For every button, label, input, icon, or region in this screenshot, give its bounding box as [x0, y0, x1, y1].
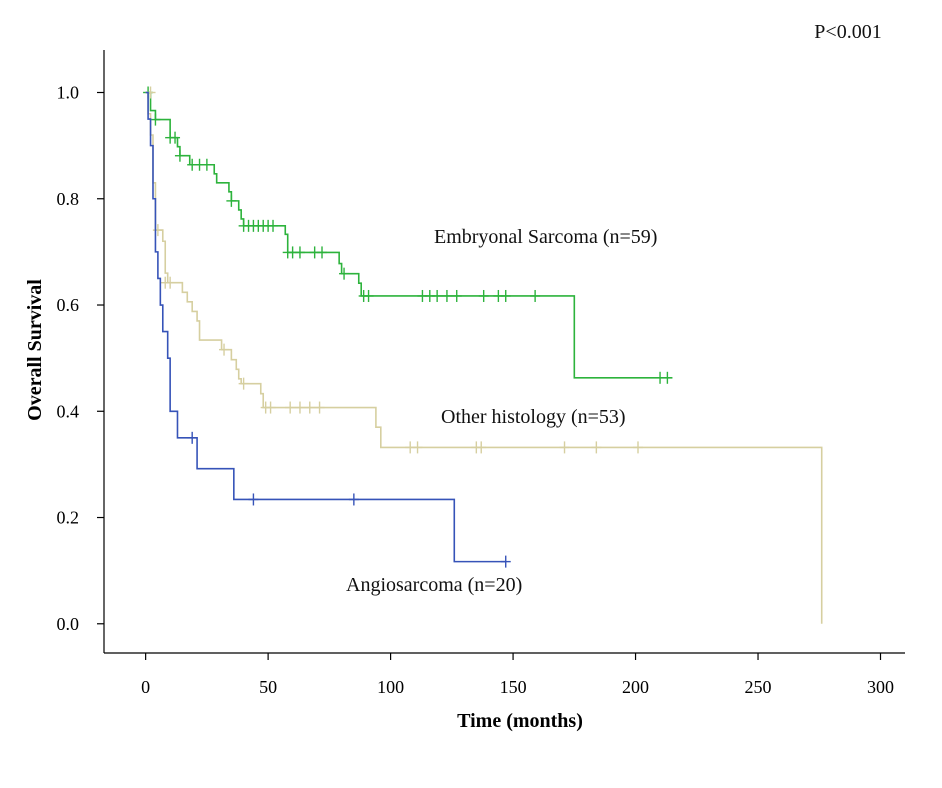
- embryonal-censor-mark: [441, 289, 452, 302]
- embryonal-censor-mark: [478, 289, 489, 302]
- series-label-embryonal-sarcoma: Embryonal Sarcoma (n=59): [434, 226, 657, 248]
- embryonal-censor-mark: [294, 246, 305, 259]
- angio-survival-line: [145, 91, 506, 563]
- embryonal-censor-mark: [530, 289, 541, 302]
- y-axis-title: Overall Survival: [24, 279, 46, 421]
- series-label-angiosarcoma: Angiosarcoma (n=20): [346, 574, 522, 596]
- x-tick-label: 0: [141, 677, 150, 697]
- p-value: P<0.001: [814, 21, 881, 43]
- other-survival-line: [145, 91, 823, 624]
- embryonal-censor-mark: [226, 194, 237, 207]
- x-tick-label: 250: [745, 677, 772, 697]
- series-embryonal: [143, 86, 673, 384]
- other-censor-mark: [165, 276, 176, 289]
- y-tick-label: 0.6: [57, 295, 80, 315]
- ticks: 0 50 100 150 200 250 300 0.0 0.2 0.4 0.6 0.8 1.0: [57, 83, 895, 697]
- embryonal-censor-mark: [500, 289, 511, 302]
- other-censor-mark: [412, 441, 423, 454]
- embryonal-censor-mark: [170, 131, 181, 144]
- other-censor-mark: [238, 377, 249, 390]
- x-tick-label: 100: [377, 677, 404, 697]
- embryonal-censor-mark: [150, 113, 161, 126]
- embryonal-censor-mark: [451, 289, 462, 302]
- x-tick-label: 200: [622, 677, 649, 697]
- other-censor-mark: [591, 441, 602, 454]
- y-tick-label: 1.0: [57, 83, 80, 103]
- axes: [103, 50, 905, 654]
- y-tick-label: 0.2: [57, 508, 80, 528]
- embryonal-censor-mark: [317, 246, 328, 259]
- embryonal-censor-mark: [662, 371, 673, 384]
- other-censor-mark: [476, 441, 487, 454]
- x-tick-label: 300: [867, 677, 894, 697]
- x-tick-label: 50: [259, 677, 277, 697]
- angio-censor-mark: [500, 555, 511, 568]
- embryonal-censor-mark: [201, 158, 212, 171]
- other-censor-mark: [304, 401, 315, 414]
- embryonal-censor-mark: [268, 219, 279, 232]
- x-tick-label: 150: [500, 677, 527, 697]
- series-layer: [143, 86, 823, 624]
- embryonal-censor-mark: [339, 267, 350, 280]
- angio-censor-mark: [348, 493, 359, 506]
- series-other: [145, 86, 823, 624]
- other-censor-mark: [314, 401, 325, 414]
- other-censor-mark: [294, 401, 305, 414]
- y-tick-label: 0.8: [57, 189, 80, 209]
- y-tick-label: 0.0: [57, 614, 80, 634]
- other-censor-mark: [152, 224, 163, 237]
- other-censor-mark: [559, 441, 570, 454]
- angio-censor-mark: [187, 431, 198, 444]
- other-censor-mark: [285, 401, 296, 414]
- series-label-other-histology: Other histology (n=53): [441, 406, 626, 428]
- other-censor-mark: [219, 343, 230, 356]
- series-angio: [145, 91, 511, 568]
- other-censor-mark: [265, 401, 276, 414]
- angio-censor-mark: [248, 493, 259, 506]
- embryonal-censor-mark: [432, 289, 443, 302]
- other-censor-mark: [633, 441, 643, 454]
- embryonal-censor-mark: [363, 289, 374, 302]
- y-tick-label: 0.4: [57, 401, 80, 421]
- x-axis-title: Time (months): [457, 710, 583, 732]
- embryonal-censor-mark: [174, 149, 185, 162]
